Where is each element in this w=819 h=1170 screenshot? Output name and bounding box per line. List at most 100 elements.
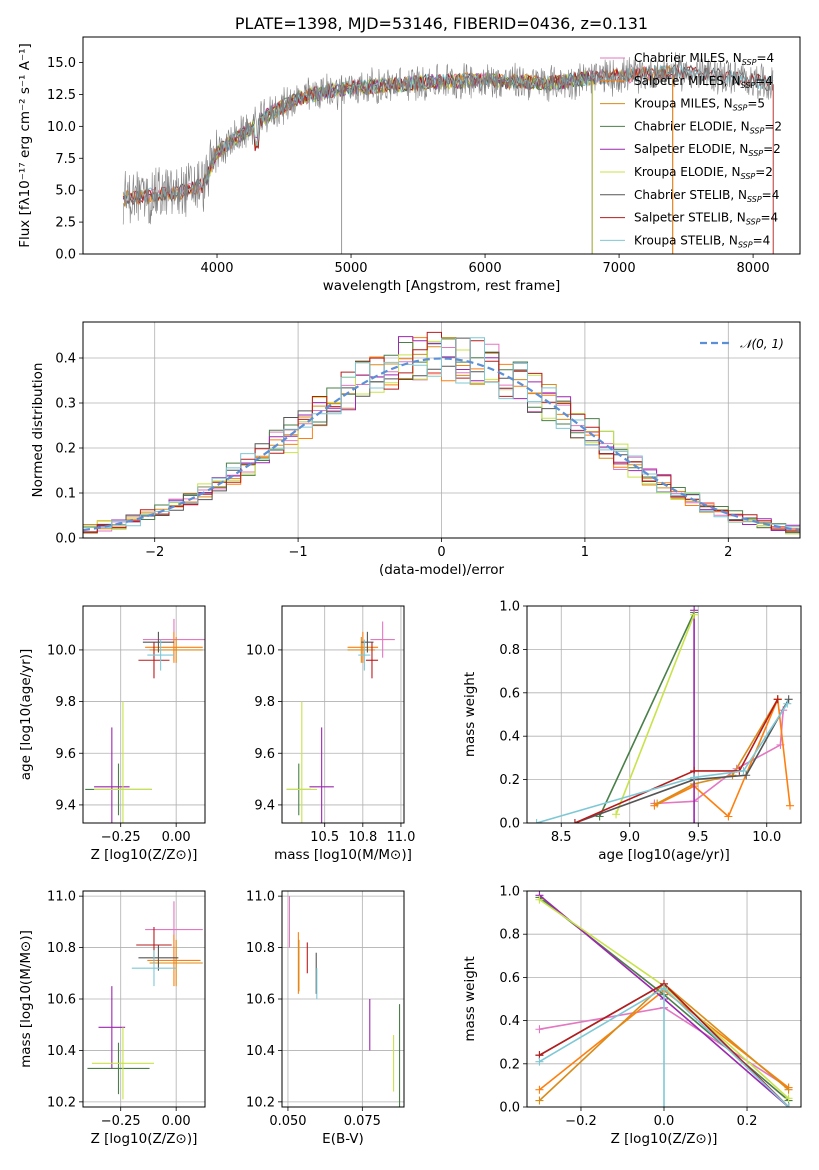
- errorbar-kroupa_elodie: [91, 1027, 154, 1100]
- errorbar-salpeter_miles: [147, 934, 201, 987]
- y-tick-label: 10.6: [246, 993, 275, 1008]
- y-tick: 1.0: [499, 600, 527, 615]
- y-tick-label: 0.4: [55, 352, 76, 367]
- y-tick: 10.2: [246, 1095, 282, 1110]
- axes-frame: [82, 36, 801, 255]
- y-tick: 1.0: [499, 885, 527, 900]
- y-tick-label: 0.1: [55, 487, 76, 502]
- y-tick-label: 0.0: [499, 1101, 520, 1116]
- marker: [784, 1085, 793, 1094]
- marker: [570, 819, 579, 823]
- x-tick: 9.5: [688, 823, 709, 845]
- errorbar-chabrier_stelib: [142, 631, 174, 653]
- weight-line-kroupa_elodie: [612, 610, 699, 819]
- marker: [783, 699, 792, 708]
- x-tick: 11.0: [386, 823, 415, 845]
- marker: [690, 610, 699, 619]
- y-tick: 0.6: [499, 686, 527, 701]
- y-tick-label: 1.0: [499, 600, 520, 615]
- y-tick-label: 0.0: [55, 532, 76, 547]
- legend-label: Chabrier MILES, NSSP=4: [634, 51, 774, 67]
- x-tick: −2: [145, 538, 164, 560]
- y-tick-label: 9.8: [55, 695, 76, 710]
- weight-line-salpeter_miles: [650, 695, 795, 821]
- x-tick: 0.00: [162, 1107, 191, 1129]
- x-tick: 10.8: [348, 823, 377, 845]
- x-tick-label: 10.5: [310, 830, 339, 845]
- y-tick-label: 0.2: [499, 773, 520, 788]
- errorbar-kroupa_elodie: [286, 701, 318, 823]
- y-tick-label: 9.6: [55, 747, 76, 762]
- axes-frame: [82, 890, 206, 1108]
- x-tick-label: 7000: [603, 261, 636, 276]
- observed-spectrum: [122, 52, 774, 225]
- x-tick: 7000: [603, 254, 636, 276]
- x-tick: −0.25: [101, 823, 141, 845]
- y-tick: 0.4: [55, 352, 83, 367]
- marker: [786, 801, 795, 810]
- x-tick: 10.5: [310, 823, 339, 845]
- marker: [773, 695, 782, 704]
- x-tick: 6000: [469, 254, 502, 276]
- marker: [612, 810, 621, 819]
- y-tick: 9.4: [254, 798, 282, 813]
- y-tick-label: 9.8: [254, 695, 275, 710]
- x-tick-label: 0.00: [162, 830, 191, 845]
- y-tick: 7.5: [55, 152, 83, 167]
- marker: [660, 1103, 668, 1107]
- weight-line-kroupa_miles: [653, 695, 782, 808]
- marker: [535, 1085, 544, 1094]
- y-axis-label: age [log10(age/yr)]: [18, 649, 34, 781]
- x-tick: −0.2: [565, 1107, 597, 1129]
- axes-frame: [281, 890, 405, 1108]
- x-axis-label: E(B-V): [322, 1131, 364, 1147]
- errorbar-chabrier_miles: [370, 621, 395, 658]
- y-tick-label: 2.5: [55, 216, 76, 231]
- plot-area: [85, 618, 205, 823]
- marker: [532, 819, 541, 823]
- y-tick-label: 0.2: [55, 442, 76, 457]
- marker: [690, 819, 699, 823]
- y-tick-label: 10.4: [47, 1044, 76, 1059]
- y-tick-label: 0.8: [499, 643, 520, 658]
- errorbar-chabrier_stelib: [138, 945, 179, 971]
- weight-line-salpeter_elodie: [690, 606, 699, 823]
- errorbar-kroupa_stelib: [147, 639, 174, 671]
- chart-title: PLATE=1398, MJD=53146, FIBERID=0436, z=0…: [235, 14, 648, 33]
- y-tick: 0.0: [499, 817, 527, 832]
- y-tick: 10.4: [246, 1044, 282, 1059]
- plot-area: [87, 901, 203, 1100]
- histogram-salpeter_stelib: [83, 331, 800, 533]
- y-tick-label: 10.2: [47, 1095, 76, 1110]
- y-tick-label: 0.4: [499, 1014, 520, 1029]
- legend-label: Salpeter STELIB, NSSP=4: [634, 211, 778, 227]
- legend: 𝒩(0, 1): [700, 337, 784, 351]
- histogram-kroupa_stelib: [83, 337, 800, 528]
- plot-area: [286, 621, 395, 823]
- x-tick-label: 0.075: [344, 1114, 381, 1129]
- y-tick: 10.8: [246, 941, 282, 956]
- y-tick-label: 10.0: [246, 643, 275, 658]
- x-tick: 8000: [737, 254, 770, 276]
- y-tick: 9.8: [254, 695, 282, 710]
- x-tick: 0.00: [162, 823, 191, 845]
- plot-area: [122, 52, 774, 254]
- y-tick: 10.8: [47, 941, 83, 956]
- axes-frame: [82, 605, 206, 824]
- y-tick-label: 0.2: [499, 1057, 520, 1072]
- y-tick-label: 0.0: [499, 817, 520, 832]
- y-axis-label: mass weight: [462, 672, 478, 757]
- panel-spectrum: 4000 5000 6000 7000 8000 0.0 2.5 5.0 7.5 10.0 12.5…: [17, 14, 801, 294]
- x-tick-label: −0.2: [565, 1114, 597, 1129]
- x-axis-label: Z [log10(Z/Z⊙)]: [91, 1131, 198, 1147]
- x-axis-label: (data-model)/error: [379, 562, 505, 578]
- errorbar-kroupa_elodie: [94, 701, 152, 823]
- x-tick: 8.5: [551, 823, 572, 845]
- weight-line-kroupa_stelib: [532, 699, 792, 823]
- y-tick-label: 1.0: [499, 885, 520, 900]
- marker: [690, 773, 699, 782]
- x-tick-label: 4000: [200, 261, 233, 276]
- x-tick-label: 5000: [334, 261, 367, 276]
- y-axis-label: mass [log10(M/M⊙)]: [18, 930, 34, 1068]
- y-tick: 0.2: [499, 1057, 527, 1072]
